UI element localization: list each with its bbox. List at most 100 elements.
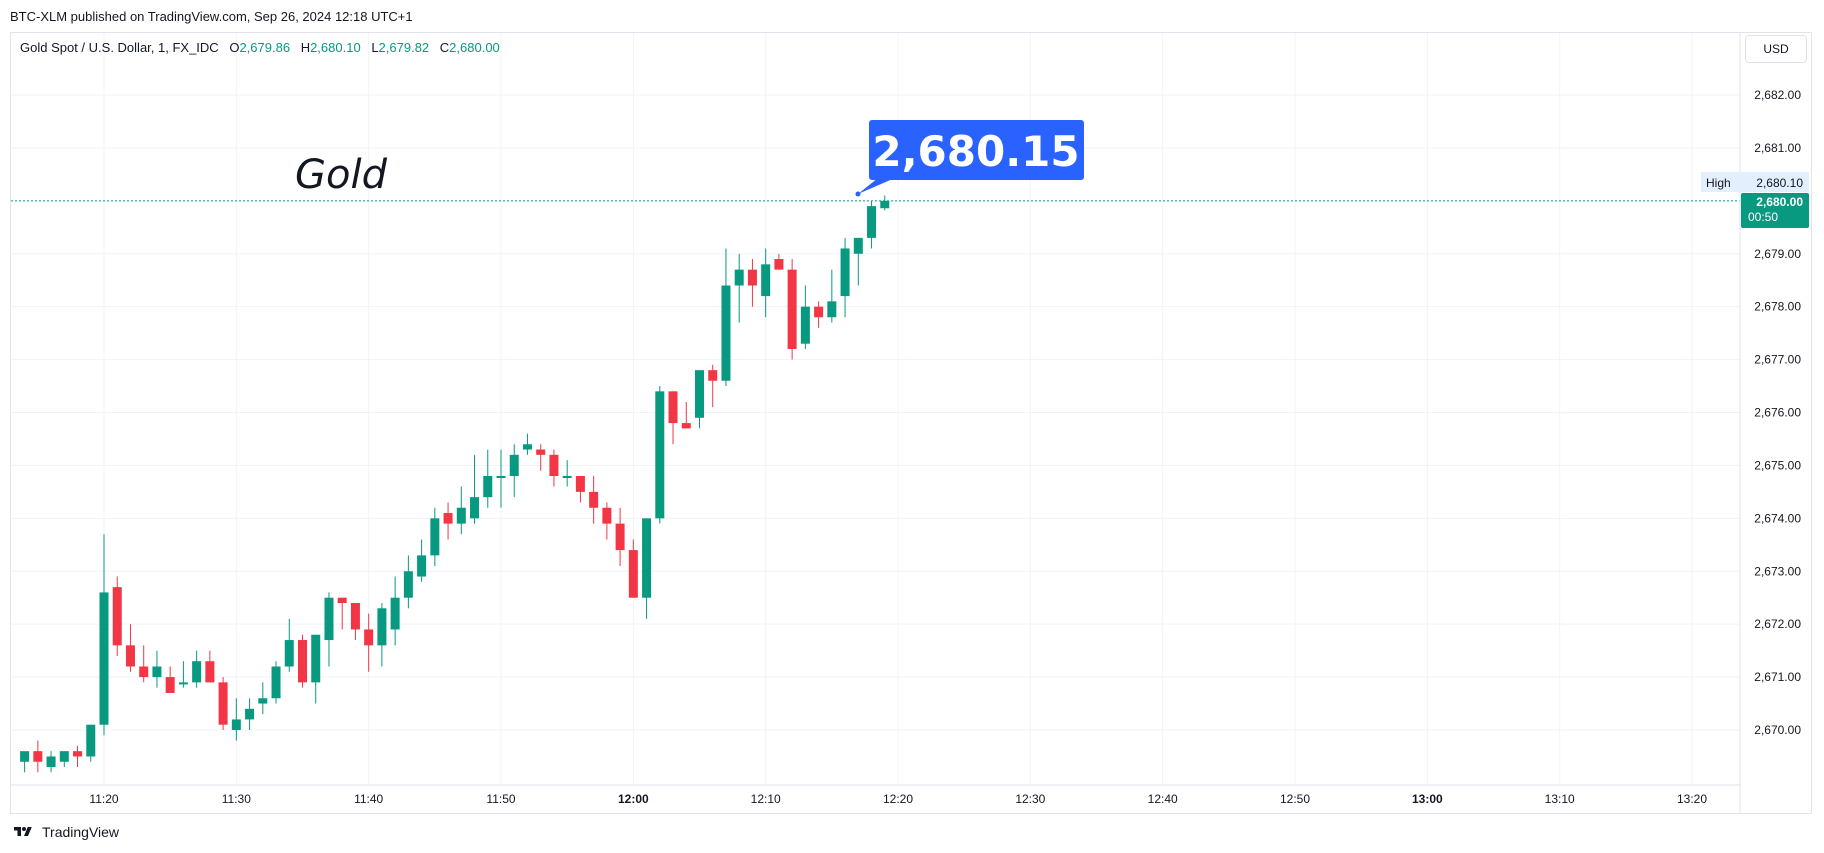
candle-body	[787, 269, 797, 349]
symbol-legend[interactable]: Gold Spot / U.S. Dollar, 1, FX_IDC O2,67…	[20, 40, 500, 55]
high-label: H	[300, 40, 311, 55]
low-label: L	[371, 40, 379, 55]
candle-body	[602, 507, 612, 524]
x-tick-label: 12:40	[1148, 792, 1178, 806]
candle	[747, 259, 757, 307]
candle-body	[284, 640, 294, 667]
candle	[364, 613, 374, 672]
candle	[245, 698, 255, 730]
candle-body	[258, 698, 268, 704]
y-tick-label: 2,672.00	[1754, 617, 1801, 631]
candle-body	[152, 666, 162, 678]
candle-body	[456, 507, 466, 524]
candle	[695, 370, 704, 429]
candle	[615, 507, 625, 566]
candle-body	[522, 444, 532, 450]
price-callout[interactable]: 2,680.15	[855, 120, 1085, 197]
candle-body	[800, 306, 810, 344]
candles	[20, 195, 890, 773]
candle	[403, 555, 413, 609]
candle-body	[139, 666, 149, 678]
candle-body	[509, 454, 519, 476]
footer-brand-text: TradingView	[42, 824, 120, 840]
candle-body	[483, 476, 493, 498]
y-tick-label: 2,673.00	[1754, 564, 1801, 578]
price-axis[interactable]: 2,670.00 2,671.00 2,672.00 2,673.00 2,674.00…	[1739, 33, 1801, 813]
candle-body	[417, 555, 427, 577]
candle	[231, 698, 241, 741]
x-tick-label: 12:50	[1280, 792, 1310, 806]
candle	[218, 677, 228, 730]
candle	[46, 751, 56, 773]
candle	[324, 592, 334, 667]
time-axis[interactable]: 11:20 11:30 11:40 11:50 12:00 12:10 12:20 12:30…	[11, 784, 1740, 806]
y-tick-label: 2,674.00	[1754, 511, 1801, 525]
candle	[827, 269, 837, 323]
candle	[509, 444, 519, 498]
candle-body	[430, 518, 440, 556]
candle	[73, 745, 83, 768]
candle	[774, 253, 784, 270]
candle-body	[218, 682, 228, 725]
candle-body	[827, 301, 837, 318]
x-tick-label: 13:00	[1412, 792, 1443, 806]
candle	[787, 259, 797, 360]
candle-body	[721, 285, 731, 381]
candle-body	[840, 248, 850, 297]
candle	[549, 449, 559, 487]
candle	[642, 518, 652, 619]
gold-text-annotation[interactable]: Gold	[295, 152, 388, 198]
candle-body	[178, 682, 188, 685]
candle-body	[112, 587, 122, 646]
candle-body	[695, 370, 704, 418]
candle-body	[655, 391, 665, 519]
currency-button[interactable]: USD	[1745, 35, 1807, 63]
candle	[840, 237, 850, 318]
price-callout-anchor	[855, 191, 861, 197]
candle	[350, 603, 360, 641]
candle-body	[628, 550, 638, 598]
candle-body	[562, 476, 572, 478]
candle	[456, 486, 466, 535]
candle	[271, 661, 281, 704]
candle-body	[20, 751, 30, 762]
x-tick-label: 11:30	[222, 792, 251, 806]
price-callout-box	[869, 120, 1084, 180]
y-tick-label: 2,675.00	[1754, 458, 1801, 472]
candle	[390, 576, 400, 646]
candle	[125, 624, 135, 672]
candle	[258, 682, 268, 715]
candle	[708, 364, 718, 408]
candle-body	[298, 640, 307, 683]
candle	[20, 751, 30, 773]
candle-body	[880, 200, 890, 209]
candle-body	[443, 513, 453, 524]
candle	[536, 444, 546, 471]
open-label: O	[229, 40, 240, 55]
candle-body	[589, 491, 599, 508]
candle-body	[668, 391, 678, 424]
candle-body	[814, 306, 824, 318]
candle-body	[390, 597, 400, 630]
candle	[139, 645, 149, 683]
candle	[602, 502, 612, 540]
x-tick-label: 13:20	[1677, 792, 1707, 806]
candle-body	[536, 449, 546, 455]
candle-body	[350, 603, 360, 630]
candle	[496, 449, 506, 508]
candle-body	[33, 751, 43, 762]
candle	[681, 401, 691, 429]
x-tick-label: 11:20	[89, 792, 118, 806]
candle	[628, 539, 638, 598]
candle	[112, 576, 122, 656]
candle-body	[549, 454, 559, 476]
candle-body	[271, 666, 281, 699]
close-label: C	[439, 40, 450, 55]
x-tick-label: 12:30	[1015, 792, 1045, 806]
candle-body	[377, 608, 387, 646]
candle	[483, 449, 493, 508]
footer-brand[interactable]: TradingView	[10, 824, 119, 840]
candle	[59, 751, 69, 768]
open-value: 2,679.86	[239, 40, 291, 55]
